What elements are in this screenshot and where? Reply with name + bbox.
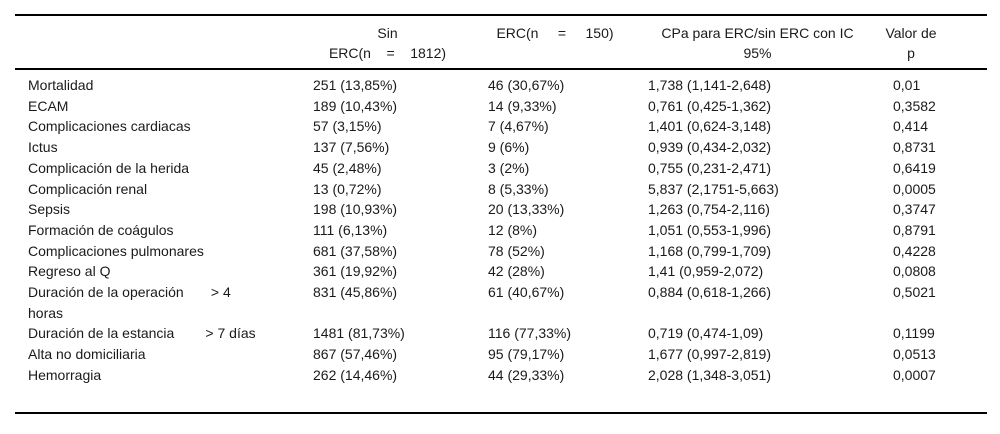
cpa-ci-cell: 0,939 (0,434-2,032)	[648, 139, 771, 156]
cpa-ci-cell: 1,738 (1,141-2,648)	[648, 77, 771, 93]
cpa-ci-cell: 0,755 (0,231-2,471)	[648, 159, 771, 176]
p-value-cell: 0,3747	[893, 201, 936, 218]
col-header-label	[15, 15, 300, 70]
table-header: Sin ERC(n = 1812) ERC(n = 150) CPa para …	[15, 15, 987, 70]
table-row: ECAM 189 (10,43%) 14 (9,33%) 0,761 (0,42…	[15, 96, 987, 117]
erc-cell: 20 (13,33%)	[488, 201, 565, 218]
table-row: Formación de coágulos 111 (6,13%) 12 (8%…	[15, 220, 987, 241]
table-row: Alta no domiciliaria 867 (57,46%) 95 (79…	[15, 344, 987, 365]
table-row: Sepsis 198 (10,93%) 20 (13,33%) 1,263 (0…	[15, 199, 987, 220]
p-value-cell: 0,3582	[893, 97, 936, 114]
row-label-cell: Complicaciones pulmonares	[28, 242, 204, 259]
table-row: Duración de la estancia > 7 días 1481 (8…	[15, 323, 987, 344]
erc-cell: 7 (4,67%)	[488, 118, 549, 135]
erc-cell: 116 (77,33%)	[488, 325, 572, 342]
sin-erc-cell: 13 (0,72%)	[313, 180, 382, 197]
outcomes-table: Sin ERC(n = 1812) ERC(n = 150) CPa para …	[15, 14, 987, 414]
cpa-ci-cell: 1,168 (0,799-1,709)	[648, 242, 771, 259]
erc-cell: 61 (40,67%)	[488, 284, 565, 301]
cpa-ci-cell: 1,677 (0,997-2,819)	[648, 346, 771, 363]
cpa-ci-cell: 2,028 (1,348-3,051)	[648, 366, 771, 383]
table-row: Regreso al Q 361 (19,92%) 42 (28%) 1,41 …	[15, 261, 987, 282]
p-value-cell: 0,0808	[893, 263, 936, 280]
sin-erc-cell: 831 (45,86%)	[313, 284, 398, 301]
row-label-cell: Sepsis	[28, 201, 71, 218]
row-label-cell: Duración de la estancia > 7 días	[28, 325, 256, 342]
header-row: Sin ERC(n = 1812) ERC(n = 150) CPa para …	[15, 15, 987, 70]
col-header-p-value: Valor de p	[880, 15, 987, 70]
row-label-cell: Mortalidad	[28, 77, 94, 93]
table-body: Mortalidad 251 (13,85%) 46 (30,67%) 1,73…	[15, 69, 987, 413]
cpa-ci-cell: 1,41 (0,959-2,072)	[648, 263, 764, 280]
sin-erc-cell: 137 (7,56%)	[313, 139, 390, 156]
cpa-ci-cell: 0,719 (0,474-1,09)	[648, 325, 764, 342]
erc-cell: 44 (29,33%)	[488, 366, 565, 383]
table-row: Duración de la operación > 4 horas 831 (…	[15, 282, 987, 323]
erc-cell: 95 (79,17%)	[488, 346, 565, 363]
table-row: Mortalidad 251 (13,85%) 46 (30,67%) 1,73…	[15, 69, 987, 96]
p-value-cell: 0,01	[893, 77, 921, 93]
table-row: Hemorragia 262 (14,46%) 44 (29,33%) 2,02…	[15, 365, 987, 413]
sin-erc-cell: 1481 (81,73%)	[313, 325, 405, 342]
col-header-erc: ERC(n = 150)	[475, 15, 635, 70]
sin-erc-cell: 111 (6,13%)	[313, 221, 388, 238]
sin-erc-cell: 57 (3,15%)	[313, 118, 382, 135]
table-row: Complicaciones cardiacas 57 (3,15%) 7 (4…	[15, 116, 987, 137]
p-value-cell: 0,0513	[893, 346, 936, 363]
table-row: Complicación renal 13 (0,72%) 8 (5,33%) …	[15, 179, 987, 200]
table-row: Complicaciones pulmonares 681 (37,58%) 7…	[15, 241, 987, 262]
table-row: Complicación de la herida 45 (2,48%) 3 (…	[15, 158, 987, 179]
sin-erc-cell: 198 (10,93%)	[313, 201, 398, 218]
row-label-cell: Complicaciones cardiacas	[28, 118, 191, 135]
erc-cell: 3 (2%)	[488, 159, 530, 176]
cpa-ci-cell: 0,884 (0,618-1,266)	[648, 284, 771, 301]
p-value-cell: 0,5021	[893, 284, 936, 301]
row-label-cell: Hemorragia	[28, 366, 102, 383]
sin-erc-cell: 45 (2,48%)	[313, 159, 382, 176]
sin-erc-cell: 262 (14,46%)	[313, 366, 398, 383]
col-header-cpa-ci: CPa para ERC/sin ERC con IC 95%	[635, 15, 880, 70]
outcomes-table-container: Sin ERC(n = 1812) ERC(n = 150) CPa para …	[15, 14, 987, 414]
table-row: Ictus 137 (7,56%) 9 (6%) 0,939 (0,434-2,…	[15, 137, 987, 158]
p-value-cell: 0,1199	[893, 325, 935, 342]
cpa-ci-cell: 1,051 (0,553-1,996)	[648, 221, 771, 238]
sin-erc-cell: 189 (10,43%)	[313, 97, 398, 114]
erc-cell: 78 (52%)	[488, 242, 545, 259]
p-value-cell: 0,8731	[893, 139, 936, 156]
p-value-cell: 0,8791	[893, 221, 936, 238]
erc-cell: 9 (6%)	[488, 139, 530, 156]
row-label-cell: Duración de la operación > 4 horas	[28, 284, 231, 321]
erc-cell: 42 (28%)	[488, 263, 545, 280]
p-value-cell: 0,0005	[893, 180, 936, 197]
erc-cell: 14 (9,33%)	[488, 97, 557, 114]
row-label-cell: ECAM	[28, 97, 69, 114]
cpa-ci-cell: 0,761 (0,425-1,362)	[648, 97, 771, 114]
erc-cell: 12 (8%)	[488, 221, 538, 238]
p-value-cell: 0,0007	[893, 366, 936, 383]
row-label-cell: Formación de coágulos	[28, 221, 174, 238]
erc-cell: 46 (30,67%)	[488, 77, 565, 93]
p-value-cell: 0,4228	[893, 242, 936, 259]
cpa-ci-cell: 1,263 (0,754-2,116)	[648, 201, 770, 218]
cpa-ci-cell: 5,837 (2,1751-5,663)	[648, 180, 779, 197]
p-value-cell: 0,6419	[893, 159, 936, 176]
sin-erc-cell: 867 (57,46%)	[313, 346, 398, 363]
col-header-sin-erc: Sin ERC(n = 1812)	[300, 15, 475, 70]
p-value-cell: 0,414	[893, 118, 929, 135]
row-label-cell: Complicación de la herida	[28, 159, 190, 176]
sin-erc-cell: 681 (37,58%)	[313, 242, 398, 259]
sin-erc-cell: 361 (19,92%)	[313, 263, 398, 280]
row-label-cell: Complicación renal	[28, 180, 148, 197]
row-label-cell: Ictus	[28, 139, 58, 156]
sin-erc-cell: 251 (13,85%)	[313, 77, 398, 93]
row-label-cell: Regreso al Q	[28, 263, 111, 280]
erc-cell: 8 (5,33%)	[488, 180, 549, 197]
row-label-cell: Alta no domiciliaria	[28, 346, 146, 363]
cpa-ci-cell: 1,401 (0,624-3,148)	[648, 118, 771, 135]
